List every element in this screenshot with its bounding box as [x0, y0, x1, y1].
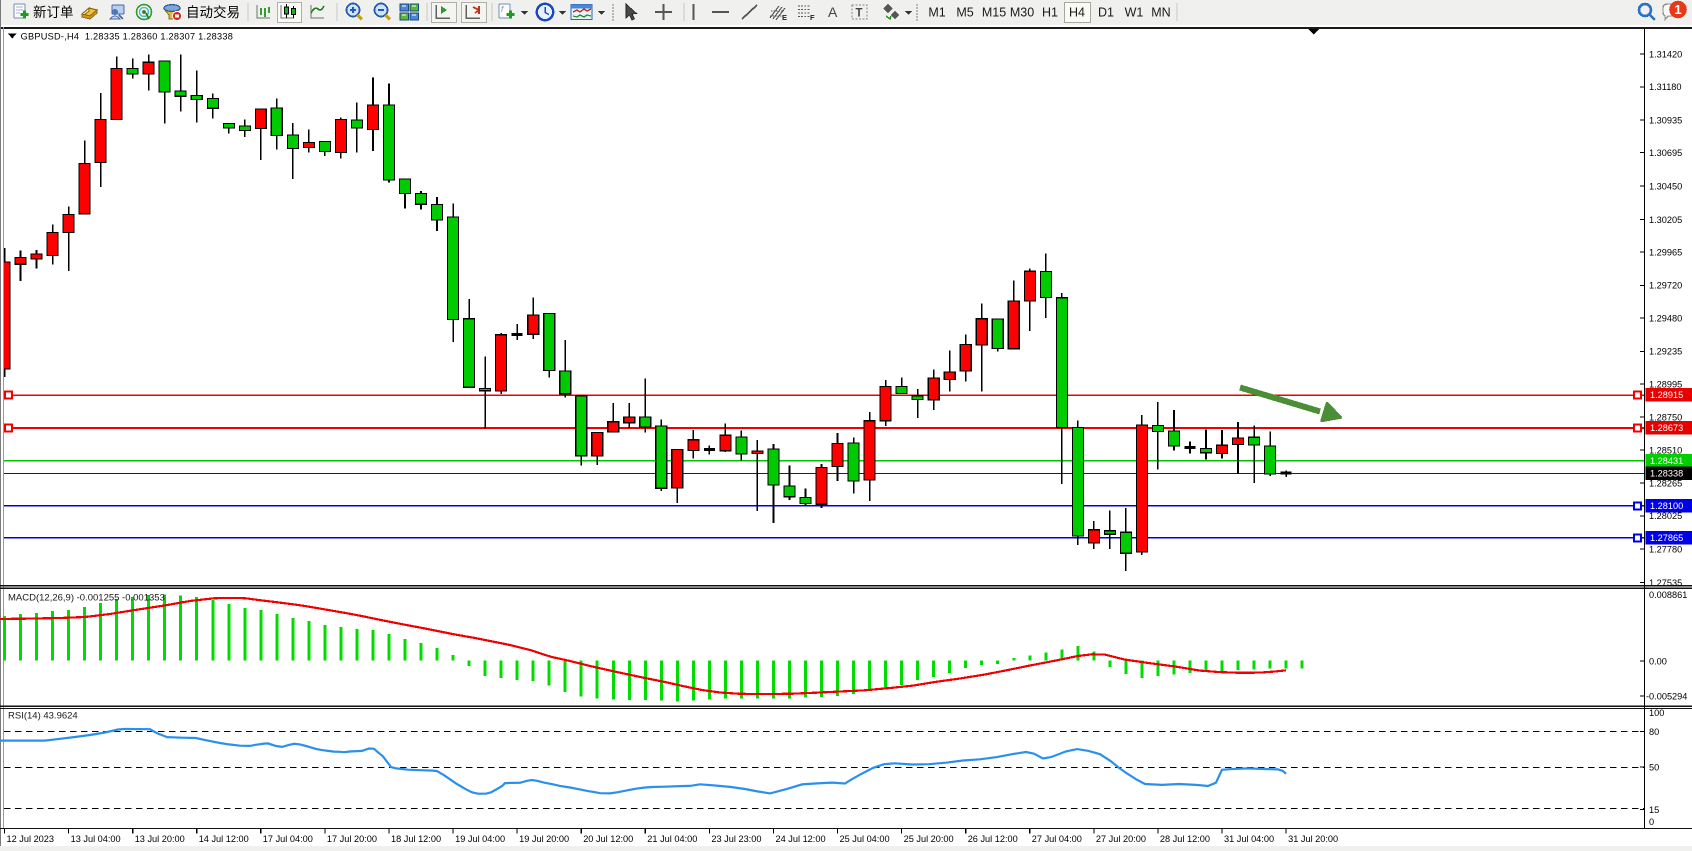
- svg-text:1.31180: 1.31180: [1649, 82, 1682, 92]
- svg-text:23 Jul 23:00: 23 Jul 23:00: [711, 834, 761, 844]
- svg-text:31 Jul 04:00: 31 Jul 04:00: [1224, 834, 1274, 844]
- svg-text:1.28338: 1.28338: [1650, 469, 1683, 479]
- svg-text:1.30205: 1.30205: [1649, 215, 1682, 225]
- svg-text:17 Jul 04:00: 17 Jul 04:00: [263, 834, 313, 844]
- svg-text:A: A: [828, 4, 838, 20]
- svg-text:新订单: 新订单: [33, 5, 74, 20]
- svg-text:27 Jul 04:00: 27 Jul 04:00: [1032, 834, 1082, 844]
- svg-text:M1: M1: [928, 6, 945, 20]
- svg-text:1.28265: 1.28265: [1649, 479, 1682, 489]
- svg-text:D1: D1: [1098, 6, 1114, 20]
- svg-text:1.28025: 1.28025: [1649, 511, 1682, 521]
- svg-text:1.28431: 1.28431: [1650, 456, 1683, 466]
- svg-text:H4: H4: [1069, 6, 1085, 20]
- svg-text:12 Jul 2023: 12 Jul 2023: [7, 834, 55, 844]
- svg-text:1.30450: 1.30450: [1649, 181, 1682, 191]
- svg-text:1.30935: 1.30935: [1649, 116, 1682, 126]
- svg-text:26 Jul 12:00: 26 Jul 12:00: [968, 834, 1018, 844]
- svg-text:31 Jul 20:00: 31 Jul 20:00: [1288, 834, 1338, 844]
- svg-text:E: E: [782, 13, 787, 22]
- svg-text:自动交易: 自动交易: [186, 4, 240, 20]
- svg-text:14 Jul 12:00: 14 Jul 12:00: [199, 834, 249, 844]
- svg-text:50: 50: [1649, 762, 1659, 772]
- svg-text:20 Jul 12:00: 20 Jul 12:00: [583, 834, 633, 844]
- svg-text:1.29965: 1.29965: [1649, 247, 1682, 257]
- svg-text:1.27865: 1.27865: [1650, 533, 1683, 543]
- svg-text:1.28510: 1.28510: [1649, 445, 1682, 455]
- svg-text:H1: H1: [1042, 6, 1058, 20]
- svg-text:MACD(12,26,9) -0.001255 -0.001: MACD(12,26,9) -0.001255 -0.001353: [8, 593, 165, 604]
- svg-text:1.30695: 1.30695: [1649, 148, 1682, 158]
- svg-text:24 Jul 12:00: 24 Jul 12:00: [776, 834, 826, 844]
- svg-text:0.008861: 0.008861: [1649, 590, 1687, 600]
- svg-text:f: f: [501, 5, 504, 14]
- svg-text:1.28915: 1.28915: [1650, 390, 1683, 400]
- svg-text:1.27780: 1.27780: [1649, 545, 1682, 555]
- svg-text:25 Jul 20:00: 25 Jul 20:00: [904, 834, 954, 844]
- svg-text:W1: W1: [1125, 6, 1144, 20]
- svg-text:RSI(14) 43.9624: RSI(14) 43.9624: [8, 711, 78, 722]
- svg-text:-0.005294: -0.005294: [1646, 692, 1687, 702]
- svg-text:13 Jul 04:00: 13 Jul 04:00: [71, 834, 121, 844]
- svg-text:1.27535: 1.27535: [1649, 578, 1682, 588]
- svg-text:27 Jul 20:00: 27 Jul 20:00: [1096, 834, 1146, 844]
- svg-text:28 Jul 12:00: 28 Jul 12:00: [1160, 834, 1210, 844]
- svg-text:13 Jul 20:00: 13 Jul 20:00: [135, 834, 185, 844]
- svg-text:GBPUSD-,H4 1.28335 1.28360 1.: GBPUSD-,H4 1.28335 1.28360 1.28307 1.283…: [21, 32, 234, 42]
- svg-text:1.28673: 1.28673: [1650, 423, 1683, 433]
- svg-text:80: 80: [1649, 727, 1659, 737]
- svg-text:1.31420: 1.31420: [1649, 50, 1682, 60]
- svg-text:1: 1: [1674, 2, 1681, 17]
- svg-text:19 Jul 20:00: 19 Jul 20:00: [519, 834, 569, 844]
- svg-text:M30: M30: [1010, 6, 1034, 20]
- svg-text:0: 0: [1649, 817, 1654, 827]
- svg-text:M15: M15: [982, 6, 1006, 20]
- svg-text:18 Jul 12:00: 18 Jul 12:00: [391, 834, 441, 844]
- svg-text:1.29235: 1.29235: [1649, 347, 1682, 357]
- svg-text:15: 15: [1649, 805, 1659, 815]
- svg-text:0.00: 0.00: [1649, 656, 1667, 666]
- svg-text:M5: M5: [956, 6, 973, 20]
- svg-text:1.29480: 1.29480: [1649, 313, 1682, 323]
- svg-text:19 Jul 04:00: 19 Jul 04:00: [455, 834, 505, 844]
- svg-text:1.28100: 1.28100: [1650, 501, 1683, 511]
- svg-text:1.28750: 1.28750: [1649, 413, 1682, 423]
- svg-text:1.29720: 1.29720: [1649, 281, 1682, 291]
- svg-text:1.28995: 1.28995: [1649, 379, 1682, 389]
- svg-text:17 Jul 20:00: 17 Jul 20:00: [327, 834, 377, 844]
- svg-text:21 Jul 04:00: 21 Jul 04:00: [647, 834, 697, 844]
- svg-text:100: 100: [1649, 708, 1664, 718]
- svg-text:F: F: [810, 13, 815, 22]
- svg-text:MN: MN: [1151, 6, 1170, 20]
- svg-text:T: T: [856, 8, 863, 20]
- svg-text:25 Jul 04:00: 25 Jul 04:00: [840, 834, 890, 844]
